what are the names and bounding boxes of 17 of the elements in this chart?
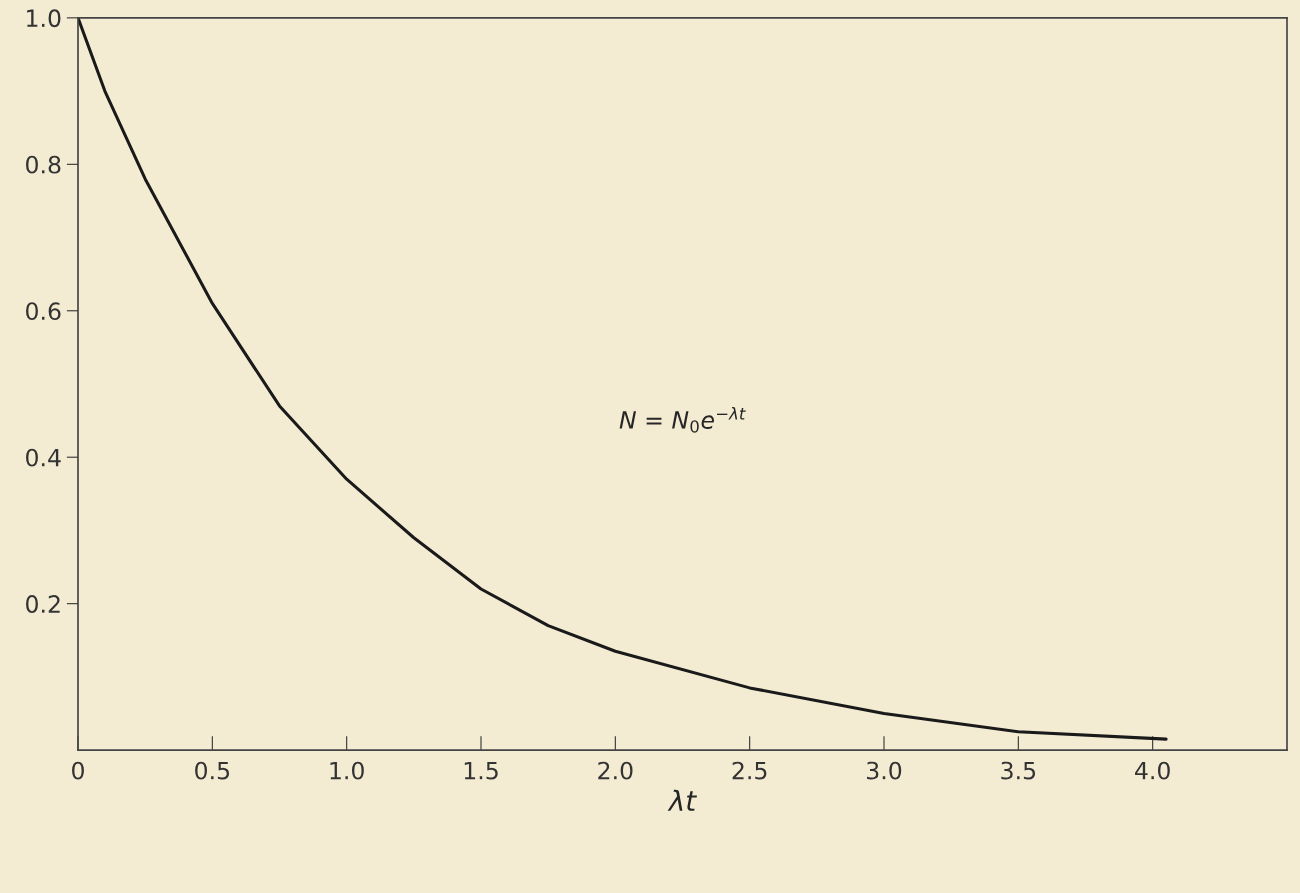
x-tick-label: 0.5 (195, 761, 230, 780)
annotation: N = N$_{0}$e$^{−λt}$ (619, 406, 746, 433)
x-tick-label: 2.0 (598, 761, 633, 780)
y-tick-label: 1.0 (27, 9, 61, 28)
x-tick-label: 4.0 (1135, 761, 1170, 780)
line-series (78, 17, 1168, 741)
y-tick-label: 0.2 (26, 595, 60, 613)
y-tick-label: 0.8 (26, 155, 61, 174)
x-tick-label: 3.0 (867, 761, 902, 780)
x-tick-label: 0 (72, 761, 84, 780)
x-tick-label: 1.0 (330, 761, 364, 780)
x-tick-label: 2.5 (732, 761, 767, 780)
x-axis-title: λt (667, 789, 698, 811)
x-tick-label: 1.5 (464, 761, 498, 780)
y-tick-label: 0.6 (26, 302, 61, 321)
x-tick-label: 3.5 (1001, 761, 1036, 780)
y-tick-label: 0.4 (26, 448, 61, 467)
